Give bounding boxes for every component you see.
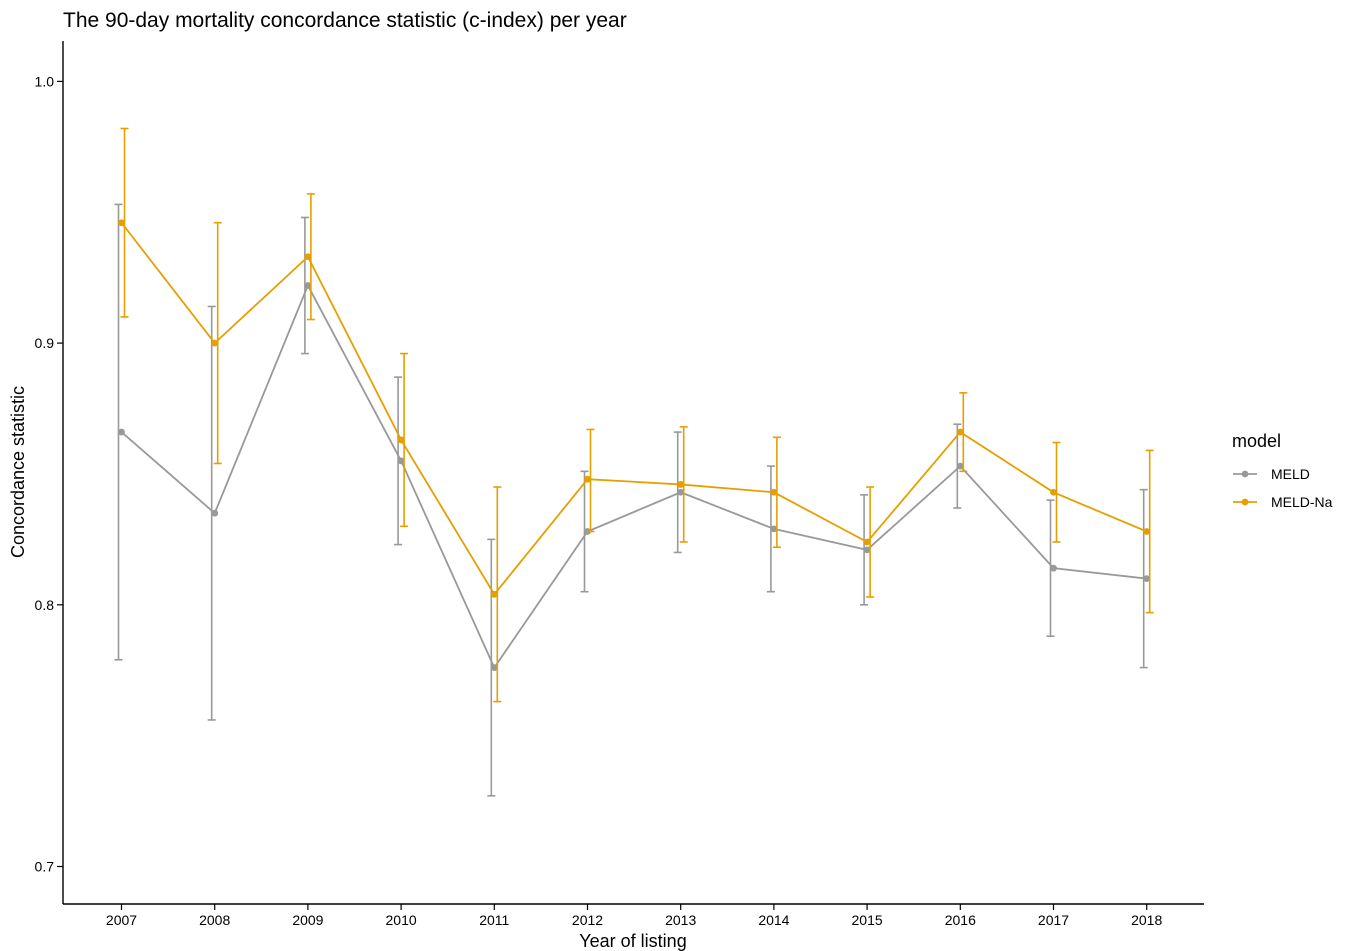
x-axis: 2007 2008 2009 2010 2011 2012 2013 2014 2015 2016… bbox=[106, 904, 1162, 928]
data-point bbox=[304, 282, 312, 289]
series-meld bbox=[114, 203, 1151, 797]
data-point bbox=[863, 538, 871, 546]
x-tick-label: 2014 bbox=[758, 912, 789, 928]
data-point bbox=[490, 664, 498, 672]
data-point bbox=[1050, 488, 1057, 496]
data-point bbox=[1143, 575, 1151, 583]
data-point bbox=[956, 462, 964, 470]
data-point bbox=[397, 436, 405, 444]
x-tick-label: 2011 bbox=[479, 912, 509, 928]
data-point bbox=[770, 488, 778, 496]
data-point bbox=[304, 253, 312, 261]
y-axis: 0.7 0.8 0.9 1.0 bbox=[35, 73, 63, 875]
plot-area bbox=[114, 127, 1154, 797]
x-tick-label: 2012 bbox=[572, 912, 603, 928]
y-tick-label: 0.7 bbox=[35, 859, 55, 875]
data-point bbox=[211, 509, 219, 517]
y-tick-label: 0.9 bbox=[35, 335, 55, 351]
data-point bbox=[490, 590, 498, 598]
x-tick-label: 2009 bbox=[292, 912, 323, 928]
series-line bbox=[120, 222, 1148, 596]
data-point bbox=[677, 488, 685, 496]
legend-title: model bbox=[1232, 431, 1281, 451]
data-point bbox=[677, 481, 685, 488]
x-tick-label: 2015 bbox=[852, 912, 883, 928]
data-point bbox=[863, 546, 871, 554]
data-point bbox=[397, 457, 405, 465]
series-meld-na bbox=[118, 127, 1154, 703]
data-point bbox=[211, 339, 219, 347]
legend-key-point bbox=[1241, 470, 1249, 478]
data-point bbox=[770, 525, 778, 533]
x-tick-label: 2007 bbox=[106, 912, 137, 928]
x-tick-label: 2018 bbox=[1131, 912, 1162, 928]
legend-label: MELD-Na bbox=[1271, 494, 1333, 510]
legend-key-point bbox=[1241, 498, 1249, 506]
x-tick-label: 2010 bbox=[386, 912, 417, 928]
chart-title: The 90-day mortality concordance statist… bbox=[63, 9, 627, 32]
legend-label: MELD bbox=[1271, 466, 1310, 482]
data-point bbox=[1143, 528, 1151, 535]
series-line bbox=[120, 283, 1147, 670]
y-tick-label: 1.0 bbox=[35, 73, 55, 89]
data-point bbox=[1050, 564, 1057, 572]
x-axis-title: Year of listing bbox=[579, 931, 686, 951]
x-tick-label: 2017 bbox=[1038, 912, 1069, 928]
data-point bbox=[118, 428, 125, 436]
legend: model MELD MELD-Na bbox=[1232, 431, 1333, 510]
data-point bbox=[584, 475, 591, 483]
x-tick-label: 2013 bbox=[665, 912, 696, 928]
y-tick-label: 0.8 bbox=[35, 597, 55, 613]
x-tick-label: 2008 bbox=[199, 912, 230, 928]
data-point bbox=[956, 428, 964, 436]
y-axis-title: Concordance statistic bbox=[8, 386, 28, 558]
data-point bbox=[118, 219, 125, 227]
x-tick-label: 2016 bbox=[945, 912, 976, 928]
